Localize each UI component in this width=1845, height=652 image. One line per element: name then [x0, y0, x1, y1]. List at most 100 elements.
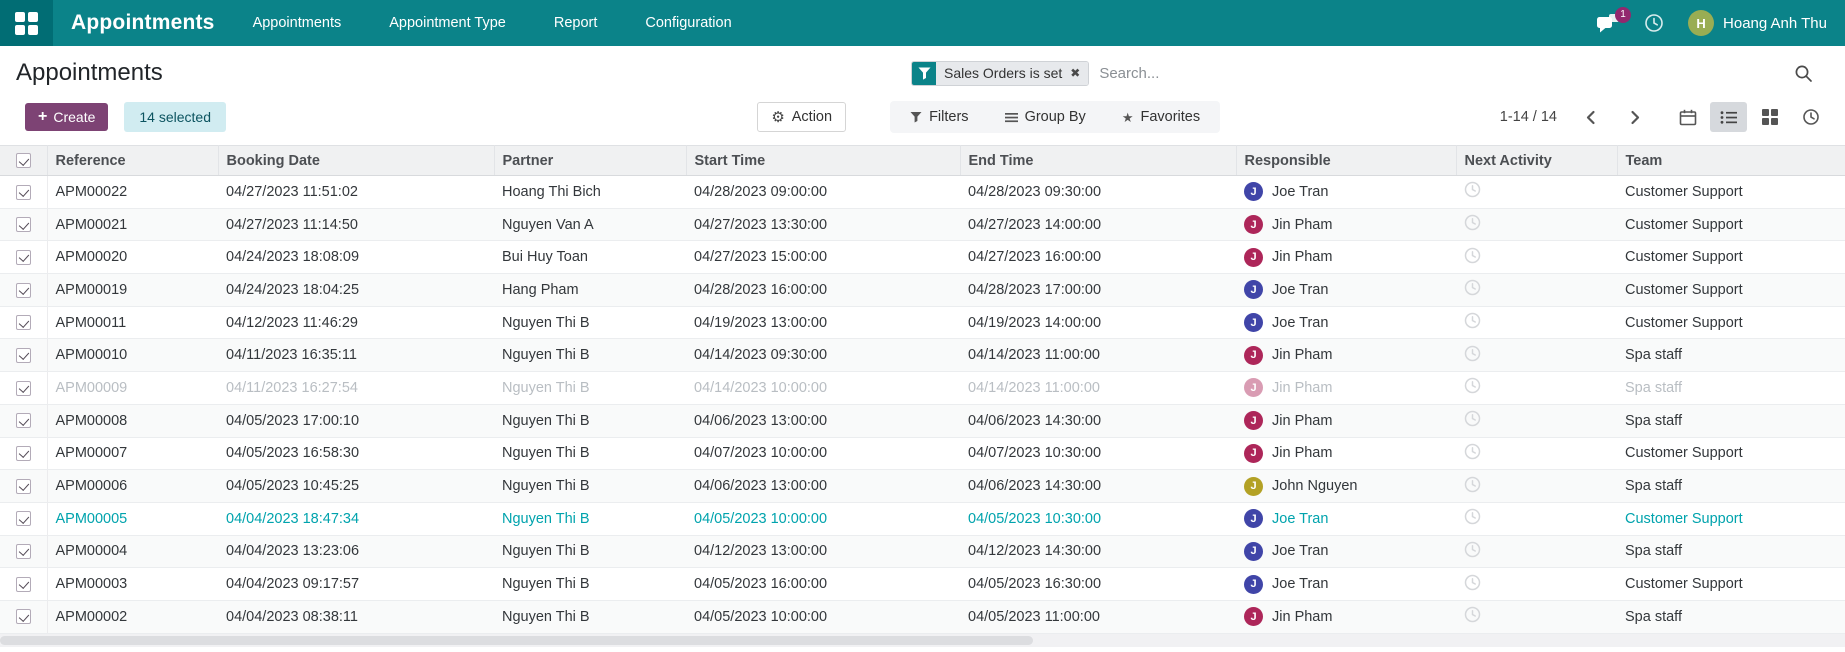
cell-start-time: 04/12/2023 13:00:00: [686, 535, 960, 569]
app-menu: Appointments Appointment Type Report Con…: [229, 0, 756, 46]
row-checkbox[interactable]: [15, 413, 31, 429]
next-activity-clock-icon[interactable]: [1464, 443, 1481, 460]
cell-responsible: J Joe Tran: [1236, 535, 1456, 569]
cell-end-time: 04/05/2023 11:00:00: [960, 600, 1236, 634]
row-checkbox[interactable]: [15, 315, 31, 331]
next-activity-clock-icon[interactable]: [1464, 214, 1481, 231]
column-header-partner[interactable]: Partner: [494, 145, 687, 176]
cell-team: Customer Support: [1617, 240, 1845, 275]
next-activity-clock-icon[interactable]: [1464, 377, 1481, 394]
table-row[interactable]: APM00021 04/27/2023 11:14:50 Nguyen Van …: [0, 208, 1845, 242]
next-activity-clock-icon[interactable]: [1464, 541, 1481, 558]
row-checkbox[interactable]: [15, 380, 31, 396]
column-header-end-time[interactable]: End Time: [960, 145, 1237, 176]
row-checkbox[interactable]: [15, 478, 31, 494]
column-header-next-activity[interactable]: Next Activity: [1456, 145, 1618, 176]
cell-next-activity: [1456, 502, 1617, 536]
row-checkbox[interactable]: [15, 184, 31, 200]
next-activity-clock-icon[interactable]: [1464, 181, 1481, 198]
cell-booking-date: 04/12/2023 11:46:29: [218, 306, 494, 340]
scrollbar-thumb[interactable]: [0, 635, 1034, 645]
action-button[interactable]: ⚙ Action: [757, 102, 847, 132]
table-row[interactable]: APM00008 04/05/2023 17:00:10 Nguyen Thi …: [0, 404, 1845, 438]
table-row[interactable]: APM00006 04/05/2023 10:45:25 Nguyen Thi …: [0, 469, 1845, 503]
table-row[interactable]: APM00003 04/04/2023 09:17:57 Nguyen Thi …: [0, 567, 1845, 601]
column-header-team[interactable]: Team: [1617, 145, 1845, 176]
pager-previous-button[interactable]: [1583, 109, 1600, 126]
next-activity-clock-icon[interactable]: [1464, 574, 1481, 591]
list-view-button[interactable]: [1710, 102, 1747, 132]
menu-report[interactable]: Report: [553, 15, 598, 31]
cell-reference: APM00010: [47, 338, 218, 373]
row-checkbox[interactable]: [15, 609, 31, 625]
next-activity-clock-icon[interactable]: [1464, 508, 1481, 525]
activity-view-button[interactable]: [1792, 102, 1829, 132]
next-activity-clock-icon[interactable]: [1464, 345, 1481, 362]
kanban-view-button[interactable]: [1751, 102, 1788, 132]
user-menu[interactable]: H Hoang Anh Thu: [1688, 10, 1827, 36]
cell-reference: APM00003: [47, 567, 218, 601]
next-activity-clock-icon[interactable]: [1464, 410, 1481, 427]
user-avatar: H: [1688, 10, 1715, 36]
row-checkbox[interactable]: [15, 446, 31, 462]
filters-button[interactable]: Filters: [910, 109, 969, 125]
activity-clock-icon: [1802, 109, 1819, 125]
cell-start-time: 04/05/2023 10:00:00: [686, 502, 960, 536]
cell-booking-date: 04/04/2023 09:17:57: [218, 567, 494, 601]
row-checkbox[interactable]: [15, 544, 31, 560]
table-row[interactable]: APM00005 04/04/2023 18:47:34 Nguyen Thi …: [0, 502, 1845, 536]
row-checkbox[interactable]: [15, 217, 31, 233]
table-row[interactable]: APM00022 04/27/2023 11:51:02 Hoang Thi B…: [0, 175, 1845, 209]
facet-label: Sales Orders is set: [944, 65, 1063, 81]
row-checkbox[interactable]: [15, 347, 31, 363]
next-activity-clock-icon[interactable]: [1464, 247, 1481, 264]
cell-start-time: 04/14/2023 09:30:00: [686, 338, 960, 373]
cell-end-time: 04/14/2023 11:00:00: [960, 371, 1236, 405]
activities-button[interactable]: [1644, 13, 1664, 33]
next-activity-clock-icon[interactable]: [1464, 606, 1481, 623]
horizontal-scrollbar[interactable]: [0, 633, 1845, 647]
messages-button[interactable]: 1: [1597, 6, 1632, 33]
menu-appointments[interactable]: Appointments: [252, 15, 342, 31]
chevron-right-icon: [1631, 110, 1640, 124]
column-header-booking-date[interactable]: Booking Date: [218, 145, 495, 176]
cell-team: Customer Support: [1617, 502, 1845, 536]
select-all-checkbox[interactable]: [15, 153, 31, 169]
cell-partner: Nguyen Thi B: [494, 535, 686, 569]
pager-value[interactable]: 1-14 / 14: [1499, 109, 1557, 125]
next-activity-clock-icon[interactable]: [1464, 279, 1481, 296]
table-row[interactable]: APM00004 04/04/2023 13:23:06 Nguyen Thi …: [0, 535, 1845, 569]
row-checkbox[interactable]: [15, 282, 31, 298]
pager-next-button[interactable]: [1626, 109, 1643, 126]
group-by-button[interactable]: Group By: [1004, 109, 1086, 125]
table-row[interactable]: APM00009 04/11/2023 16:27:54 Nguyen Thi …: [0, 371, 1845, 405]
cell-reference: APM00021: [47, 208, 218, 242]
cell-responsible: J Jin Pham: [1236, 600, 1456, 634]
responsible-avatar: J: [1244, 509, 1263, 529]
favorites-button[interactable]: ★ Favorites: [1121, 109, 1201, 125]
next-activity-clock-icon[interactable]: [1464, 312, 1481, 329]
column-header-start-time[interactable]: Start Time: [686, 145, 961, 176]
menu-configuration[interactable]: Configuration: [645, 15, 732, 31]
table-row[interactable]: APM00020 04/24/2023 18:08:09 Bui Huy Toa…: [0, 240, 1845, 275]
apps-menu-button[interactable]: [0, 0, 53, 46]
table-row[interactable]: APM00019 04/24/2023 18:04:25 Hang Pham 0…: [0, 273, 1845, 307]
responsible-avatar: J: [1244, 574, 1263, 594]
search-icon: [1794, 64, 1825, 83]
row-checkbox[interactable]: [15, 511, 31, 527]
table-row[interactable]: APM00002 04/04/2023 08:38:11 Nguyen Thi …: [0, 600, 1845, 634]
calendar-view-button[interactable]: [1669, 102, 1706, 132]
column-header-responsible[interactable]: Responsible: [1236, 145, 1457, 176]
table-row[interactable]: APM00011 04/12/2023 11:46:29 Nguyen Thi …: [0, 306, 1845, 340]
table-row[interactable]: APM00010 04/11/2023 16:35:11 Nguyen Thi …: [0, 338, 1845, 373]
column-header-reference[interactable]: Reference: [47, 145, 219, 176]
search-facet[interactable]: Sales Orders is set ✖: [911, 60, 1090, 86]
search-input[interactable]: [1089, 64, 1794, 82]
row-checkbox[interactable]: [15, 249, 31, 265]
next-activity-clock-icon[interactable]: [1464, 476, 1481, 493]
table-row[interactable]: APM00007 04/05/2023 16:58:30 Nguyen Thi …: [0, 437, 1845, 471]
row-checkbox[interactable]: [15, 576, 31, 592]
facet-remove-icon[interactable]: ✖: [1070, 66, 1081, 80]
menu-appointment-type[interactable]: Appointment Type: [389, 15, 506, 31]
create-button[interactable]: + Create: [25, 103, 109, 131]
